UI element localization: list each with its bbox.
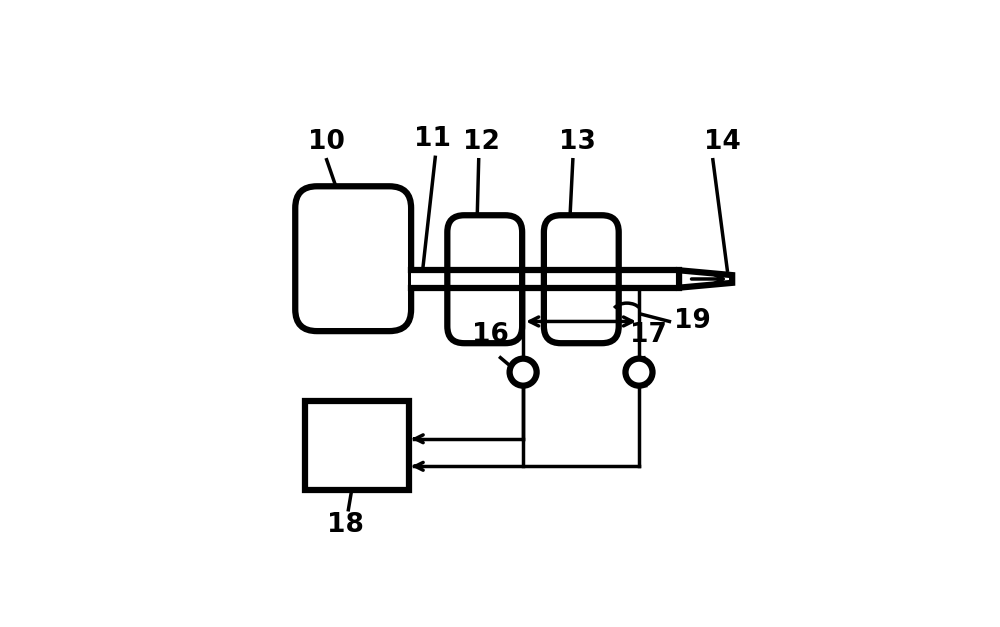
Text: 18: 18 <box>327 512 364 538</box>
Text: 12: 12 <box>463 129 500 155</box>
Text: 10: 10 <box>308 129 345 155</box>
Polygon shape <box>679 270 732 288</box>
Circle shape <box>625 359 653 386</box>
Text: 16: 16 <box>472 322 509 348</box>
Text: 17: 17 <box>630 322 667 348</box>
FancyBboxPatch shape <box>544 215 619 343</box>
Bar <box>305 401 409 490</box>
Text: 11: 11 <box>414 127 451 152</box>
Circle shape <box>510 359 537 386</box>
Text: 14: 14 <box>704 129 741 155</box>
FancyBboxPatch shape <box>447 215 522 343</box>
FancyBboxPatch shape <box>295 186 411 331</box>
Text: 13: 13 <box>559 129 596 155</box>
Polygon shape <box>411 270 679 288</box>
Text: 19: 19 <box>674 308 711 334</box>
